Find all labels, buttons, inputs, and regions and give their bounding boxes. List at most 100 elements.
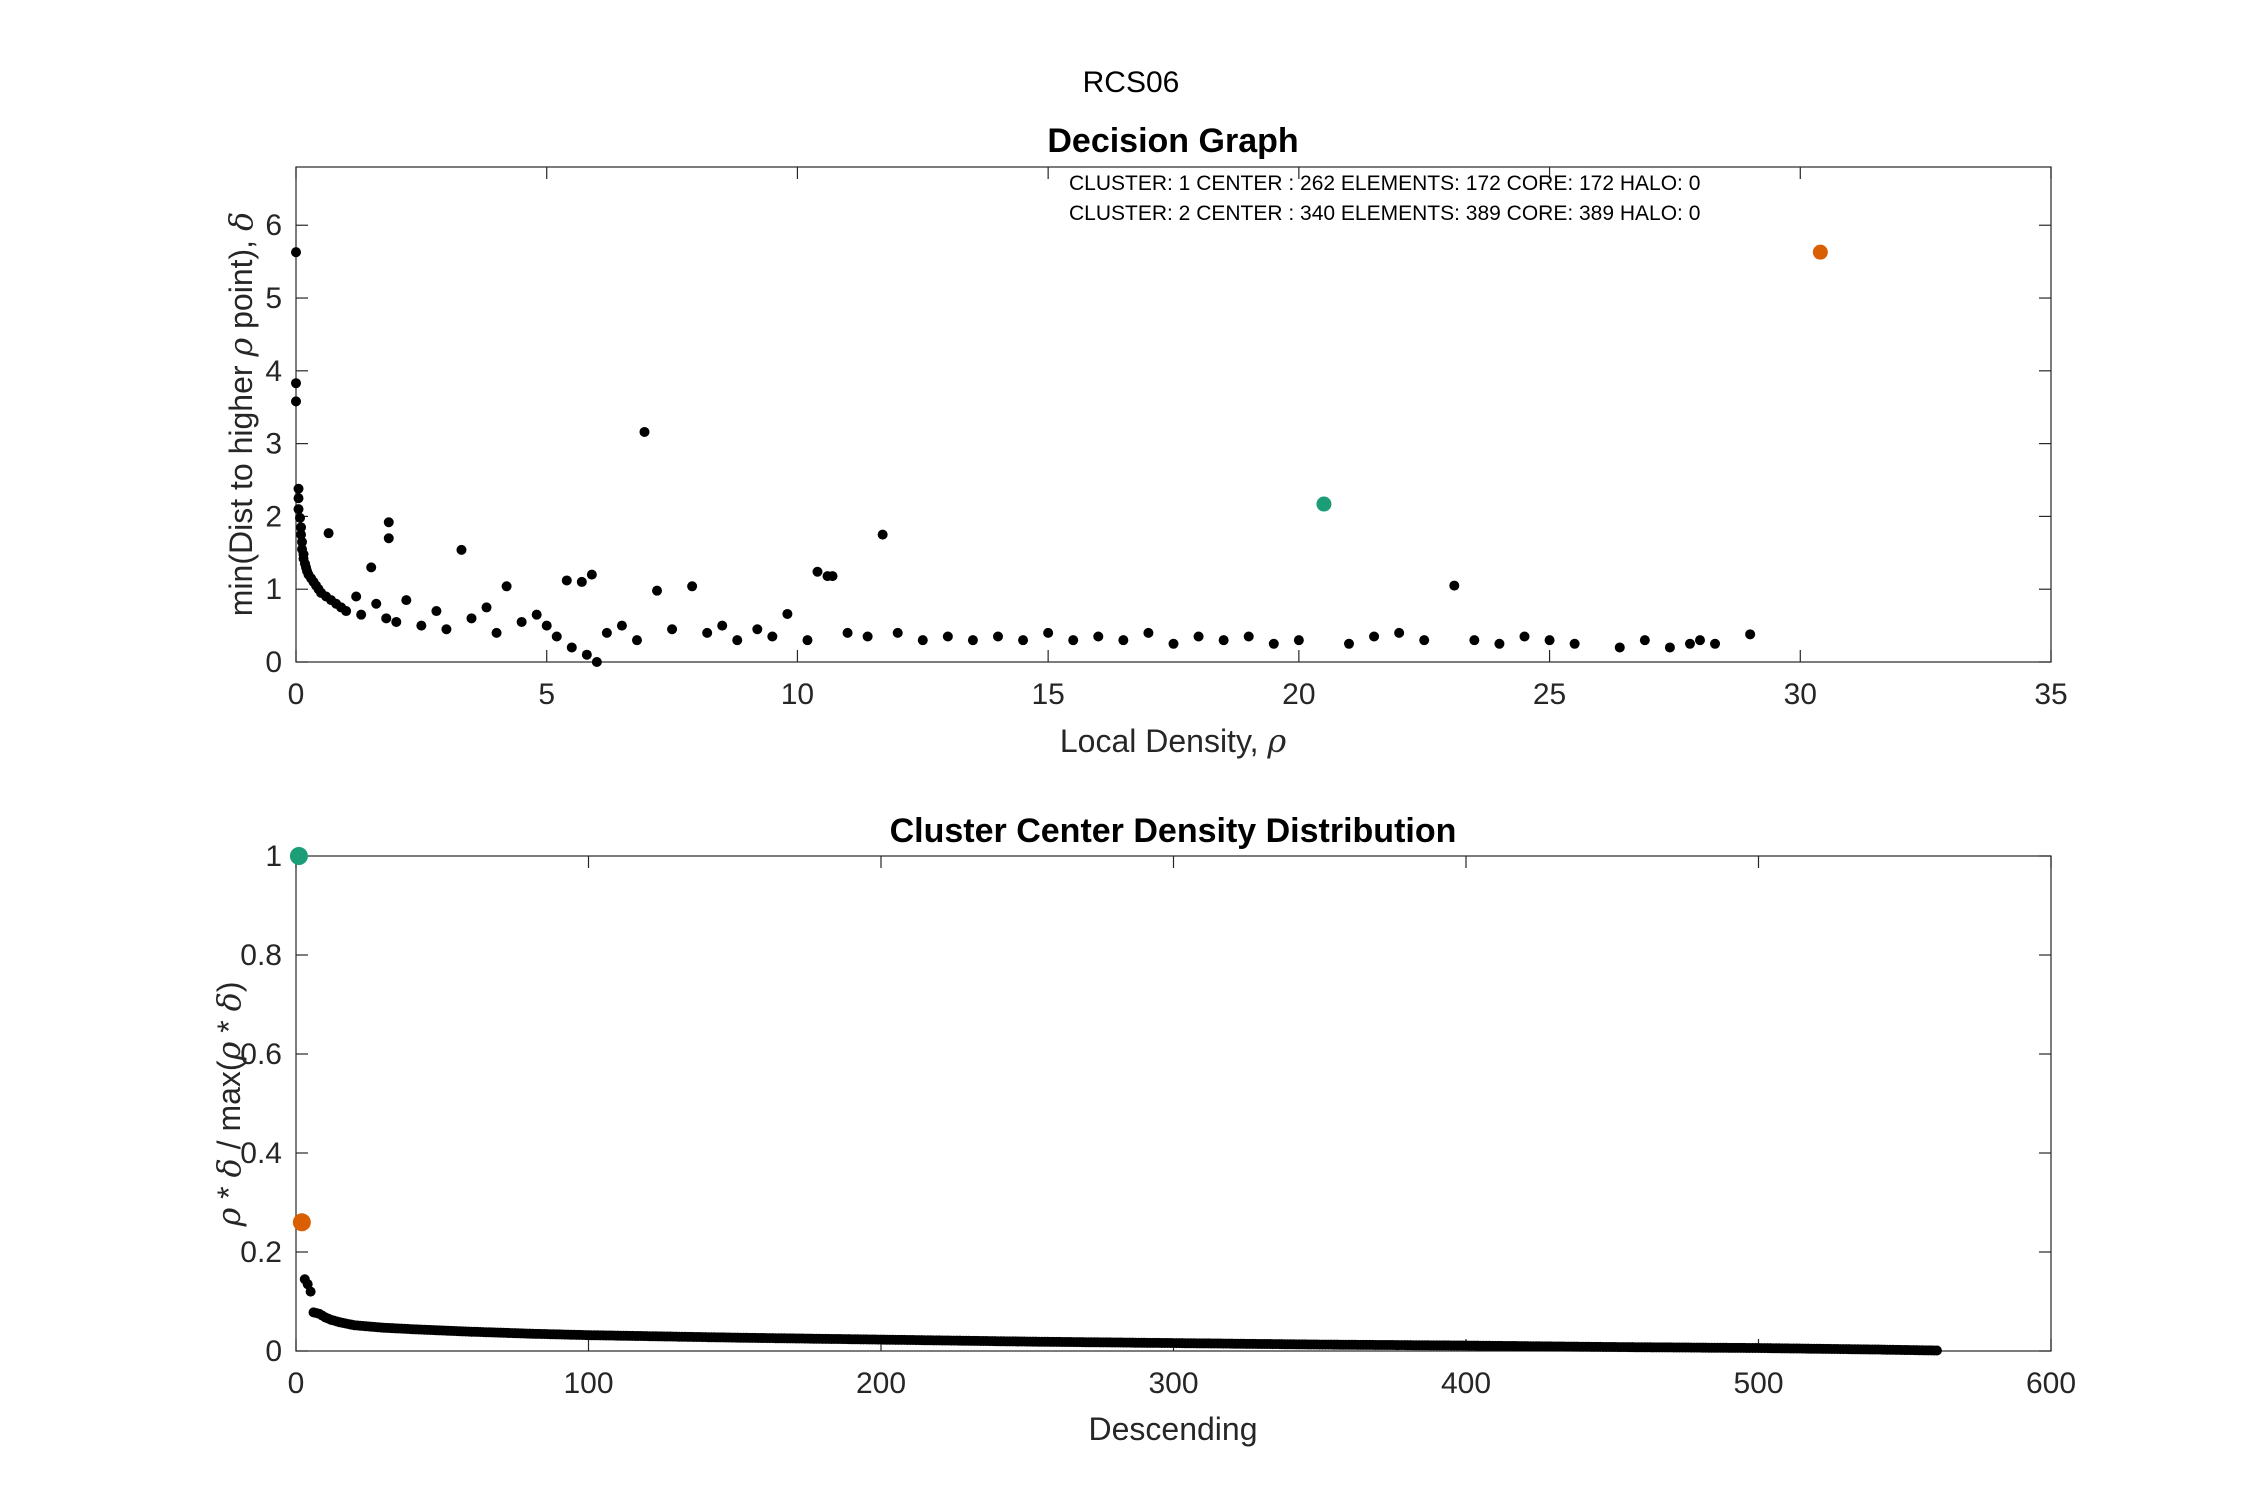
decision-graph-data-point [601,627,612,638]
decision-graph-axes-box [295,166,2052,663]
density-distribution-cluster-center-2 [292,1213,311,1232]
decision-graph-data-point [291,396,301,407]
decision-graph-data-point [942,631,953,642]
decision-graph-ytick-label: 4 [265,355,282,388]
decision-graph-data-point [516,616,527,627]
density-distribution-ytick-label: 0.8 [240,939,282,972]
density-distribution-xtick-label: 100 [563,1367,613,1400]
decision-graph-data-point [1494,638,1505,649]
decision-graph-data-point [1268,638,1279,649]
decision-graph-ticks: 0 5 10 15 20 25 30 35 0 1 2 3 4 5 6 [265,167,2068,711]
decision-graph-data-point [1018,635,1029,646]
decision-graph-data-point [1684,638,1695,649]
decision-graph-data-point [586,569,597,580]
decision-graph-points [291,244,1828,667]
decision-graph-xtick-label: 20 [1282,678,1315,711]
decision-graph-data-point [391,616,402,627]
decision-graph-data-point [967,635,978,646]
decision-graph-data-point [1614,642,1625,653]
decision-graph-data-point [416,620,427,631]
decision-graph-xtick-label: 5 [538,678,555,711]
density-distribution-ytick-label: 0.6 [240,1038,282,1071]
decision-graph-data-point [877,529,888,540]
decision-graph-data-point [1419,635,1430,646]
decision-graph-data-point [293,493,304,504]
density-distribution-ticks: 0 100 200 300 400 500 600 0 0.2 0.4 0.6 0.8 1 [240,840,2076,1400]
density-distribution-ytick-label: 0.4 [240,1137,282,1170]
decision-graph-data-point [667,624,678,635]
decision-graph-data-point [323,528,334,539]
decision-graph-data-point [652,585,663,596]
decision-graph-data-point [383,533,394,544]
decision-graph-data-point [1093,631,1104,642]
decision-graph-data-point [551,631,562,642]
density-distribution-title: Cluster Center Density Distribution [890,812,1457,850]
decision-graph-xtick-label: 10 [781,678,814,711]
decision-graph-data-point [917,635,928,646]
decision-graph-data-point [827,571,838,582]
decision-graph-ytick-label: 6 [265,209,282,242]
decision-graph-data-point [616,620,627,631]
decision-graph-data-point [862,631,873,642]
density-distribution-xlabel: Descending [1089,1411,1258,1447]
decision-graph-data-point [466,613,477,624]
decision-graph-data-point [1394,627,1405,638]
decision-graph-cluster-center-2 [1812,244,1828,260]
density-distribution-ytick-label: 0 [265,1335,282,1368]
decision-graph-data-point [1569,638,1580,649]
density-distribution-xtick-label: 300 [1148,1367,1198,1400]
decision-graph-data-point [296,529,307,540]
decision-graph-data-point [993,631,1003,642]
decision-graph-data-point [1664,642,1675,653]
decision-graph-data-point [1745,629,1756,640]
decision-graph-data-point [631,635,642,646]
decision-graph-data-point [441,624,452,635]
decision-graph-data-point [1193,631,1204,642]
decision-graph-data-point [501,581,512,592]
decision-graph-data-point [431,606,442,617]
decision-graph-data-point [1519,631,1530,642]
decision-graph-ylabel: min(Dist to higher ρ point), δ [222,212,260,616]
decision-graph-ytick-label: 1 [265,573,282,606]
decision-graph-data-point [581,649,592,660]
decision-graph-data-point [531,609,542,620]
decision-graph-data-point [491,627,502,638]
decision-graph-data-point [1218,635,1229,646]
decision-graph-data-point [561,575,572,586]
decision-graph-panel: Decision Graph 0 5 10 15 20 25 30 35 0 1 2 3 4 5 6 CLU… [222,122,2068,760]
density-distribution-xtick-label: 600 [2026,1367,2076,1400]
decision-graph-data-point [381,613,392,624]
decision-graph-xtick-label: 0 [288,678,305,711]
decision-graph-xtick-label: 35 [2034,678,2067,711]
decision-graph-data-point [639,426,650,437]
decision-graph-data-point [1710,638,1721,649]
decision-graph-data-point [291,378,301,389]
decision-graph-ytick-label: 2 [265,500,282,533]
decision-graph-xtick-label: 25 [1533,678,1566,711]
density-distribution-data-point [305,1286,316,1297]
decision-graph-data-point [366,562,377,573]
density-distribution-data-point [1931,1345,1942,1356]
decision-graph-data-point [341,606,352,617]
decision-graph-data-point [1118,635,1129,646]
decision-graph-data-point [566,642,577,653]
decision-graph-data-point [383,517,394,528]
decision-graph-cluster-center-1 [1316,496,1332,512]
decision-graph-data-point [297,536,308,547]
decision-graph-data-point [371,598,382,609]
decision-graph-data-point [687,581,698,592]
decision-graph-xtick-label: 30 [1784,678,1817,711]
decision-graph-data-point [892,627,903,638]
cluster-1-annotation: CLUSTER: 1 CENTER : 262 ELEMENTS: 172 CO… [1069,172,1700,195]
decision-graph-data-point [767,631,778,642]
decision-graph-data-point [295,512,306,523]
decision-graph-data-point [732,635,743,646]
density-distribution-xtick-label: 200 [856,1367,906,1400]
decision-graph-data-point [576,576,587,587]
decision-graph-ytick-label: 3 [265,428,282,461]
decision-graph-title: Decision Graph [1047,122,1298,160]
decision-graph-data-point [541,620,552,631]
decision-graph-data-point [1293,635,1304,646]
density-distribution-panel: Cluster Center Density Distribution 0 100… [210,812,2076,1447]
